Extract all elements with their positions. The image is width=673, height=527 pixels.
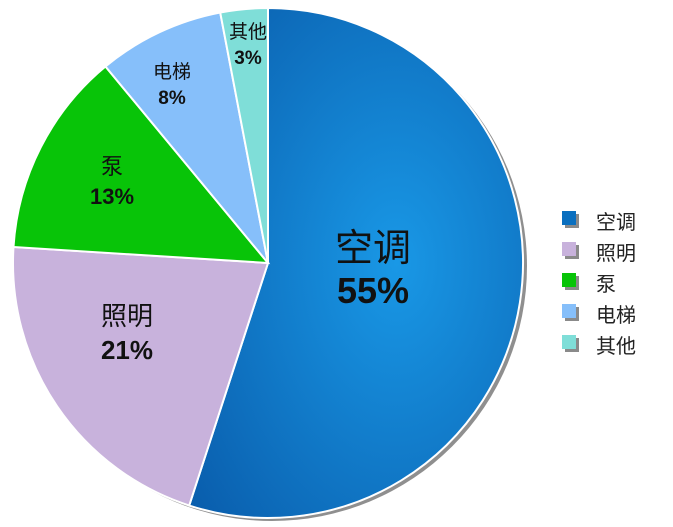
pie-slice-4 — [219, 6, 269, 264]
legend-label-0: 空调 — [596, 210, 636, 234]
legend-swatch-3 — [562, 304, 576, 318]
slice-label-value-1: 21% — [101, 335, 153, 365]
slice-label-name-2: 泵 — [101, 155, 123, 180]
pie-slice-3 — [104, 11, 269, 264]
legend-label-4: 其他 — [596, 334, 636, 358]
slice-label-value-0: 55% — [337, 270, 409, 311]
slice-label-value-4: 3% — [234, 48, 262, 69]
slice-label-name-0: 空调 — [335, 226, 411, 270]
legend-swatch-4 — [562, 335, 576, 349]
legend-swatch-1 — [562, 242, 576, 256]
slice-label-name-1: 照明 — [101, 302, 153, 332]
pie-slice-2 — [12, 65, 271, 265]
legend-label-3: 电梯 — [596, 303, 636, 327]
pie-slices — [12, 6, 524, 519]
slice-label-name-4: 其他 — [229, 21, 267, 43]
pie-slice-0 — [187, 6, 524, 519]
legend-label-2: 泵 — [596, 272, 616, 296]
slice-label-value-3: 8% — [158, 88, 186, 109]
pie-slice-1 — [12, 245, 270, 507]
legend-swatch-0 — [562, 211, 576, 225]
slice-label-value-2: 13% — [90, 184, 134, 209]
legend-swatch-2 — [562, 273, 576, 287]
slice-label-name-3: 电梯 — [153, 61, 191, 83]
legend-label-1: 照明 — [596, 241, 636, 265]
